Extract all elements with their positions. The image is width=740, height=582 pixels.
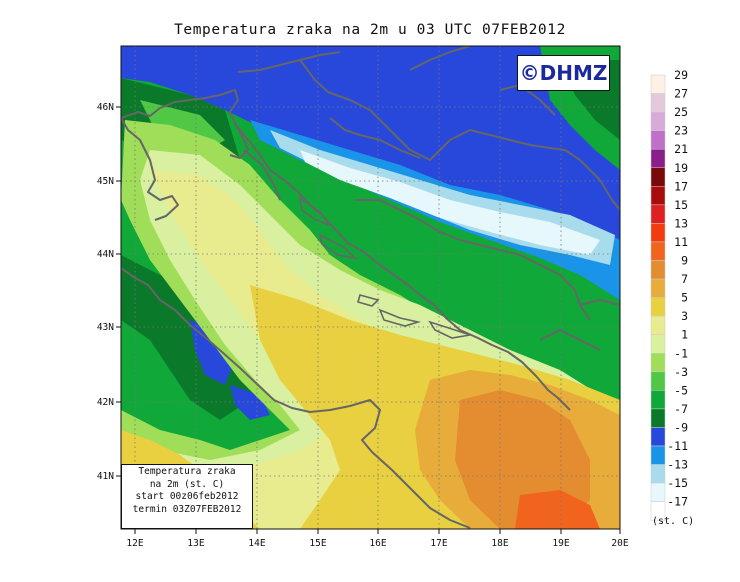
- colorbar-label: 15: [674, 198, 688, 212]
- colorbar-swatch: [650, 371, 666, 391]
- colorbar-label: 5: [681, 291, 688, 305]
- colorbar-label: 27: [674, 87, 688, 101]
- colorbar-label: -3: [674, 365, 688, 379]
- x-tick-label: 14E: [248, 538, 265, 549]
- info-box: Temperatura zraka na 2m (st. C) start 00…: [121, 464, 253, 529]
- colorbar-swatch: [650, 445, 666, 465]
- y-tick-label: 45N: [97, 176, 114, 187]
- colorbar-swatch: [650, 315, 666, 335]
- colorbar-label: 7: [681, 272, 688, 286]
- plot-frame: [120, 45, 621, 530]
- colorbar-label: 9: [681, 254, 688, 268]
- info-line: Temperatura zraka: [138, 466, 236, 477]
- colorbar-label: -11: [667, 439, 688, 453]
- colorbar-swatch: [650, 427, 666, 447]
- x-tick-label: 18E: [491, 538, 508, 549]
- colorbar-swatch: [650, 111, 666, 131]
- colorbar-label: 17: [674, 179, 688, 193]
- colorbar-label: 11: [674, 235, 688, 249]
- colorbar-swatch: [650, 353, 666, 373]
- x-tick-label: 16E: [369, 538, 386, 549]
- colorbar-label: 13: [674, 216, 688, 230]
- colorbar-swatch: [650, 297, 666, 317]
- colorbar-label: 19: [674, 161, 688, 175]
- colorbar-swatch: [650, 278, 666, 298]
- y-tick-label: 42N: [97, 397, 114, 408]
- y-tick-label: 41N: [97, 471, 114, 482]
- x-tick-label: 19E: [552, 538, 569, 549]
- x-tick-label: 17E: [430, 538, 447, 549]
- colorbar-unit: (st. C): [652, 516, 695, 527]
- colorbar-label: 25: [674, 105, 688, 119]
- colorbar-label: 21: [674, 142, 688, 156]
- colorbar-swatch: [650, 74, 666, 94]
- colorbar-label: 3: [681, 309, 688, 323]
- info-line: start 00z06feb2012: [135, 491, 239, 502]
- y-tick-label: 43N: [97, 322, 114, 333]
- colorbar-label: 1: [681, 328, 688, 342]
- colorbar-swatch: [650, 408, 666, 428]
- y-axis: 46N 45N 44N 43N 42N 41N: [97, 102, 121, 482]
- colorbar-label: -9: [674, 420, 688, 434]
- colorbar-swatch: [650, 223, 666, 243]
- colorbar: 29 27 25 23 21 19 17 15 13 11 9 7 5 3 1 -1 -3 -5 -7 -9 -11 -1…: [650, 68, 688, 521]
- x-tick-label: 15E: [309, 538, 326, 549]
- map-title: Temperatura zraka na 2m u 03 UTC 07FEB20…: [174, 22, 566, 38]
- temperature-field: [121, 46, 620, 529]
- colorbar-label: -5: [674, 383, 688, 397]
- y-tick-label: 44N: [97, 249, 114, 260]
- x-tick-label: 12E: [126, 538, 143, 549]
- x-tick-label: 20E: [611, 538, 628, 549]
- colorbar-swatch: [650, 186, 666, 206]
- colorbar-swatch: [650, 334, 666, 354]
- colorbar-label: -1: [674, 346, 688, 360]
- dhmz-logo: ©DHMZ: [517, 55, 610, 91]
- x-tick-label: 13E: [187, 538, 204, 549]
- colorbar-label: -7: [674, 402, 688, 416]
- colorbar-swatch: [650, 260, 666, 280]
- colorbar-label: 29: [674, 68, 688, 82]
- colorbar-label: -15: [667, 476, 688, 490]
- colorbar-swatch: [650, 464, 666, 484]
- y-tick-label: 46N: [97, 102, 114, 113]
- x-axis: 12E 13E 14E 15E 16E 17E 18E 19E 20E: [126, 529, 629, 549]
- colorbar-swatch: [650, 167, 666, 187]
- colorbar-swatch: [650, 93, 666, 113]
- colorbar-swatch: [650, 130, 666, 150]
- colorbar-label: 23: [674, 124, 688, 138]
- info-line: na 2m (st. C): [149, 478, 225, 490]
- colorbar-swatch: [650, 501, 666, 521]
- coastline: [121, 46, 620, 529]
- colorbar-swatch: [650, 204, 666, 224]
- colorbar-swatch: [650, 148, 666, 168]
- info-line: termin 03Z07FEB2012: [132, 503, 242, 515]
- colorbar-label: -17: [667, 495, 688, 509]
- colorbar-label: -13: [667, 458, 688, 472]
- colorbar-swatch: [650, 241, 666, 261]
- colorbar-swatch: [650, 390, 666, 410]
- colorbar-swatch: [650, 482, 666, 502]
